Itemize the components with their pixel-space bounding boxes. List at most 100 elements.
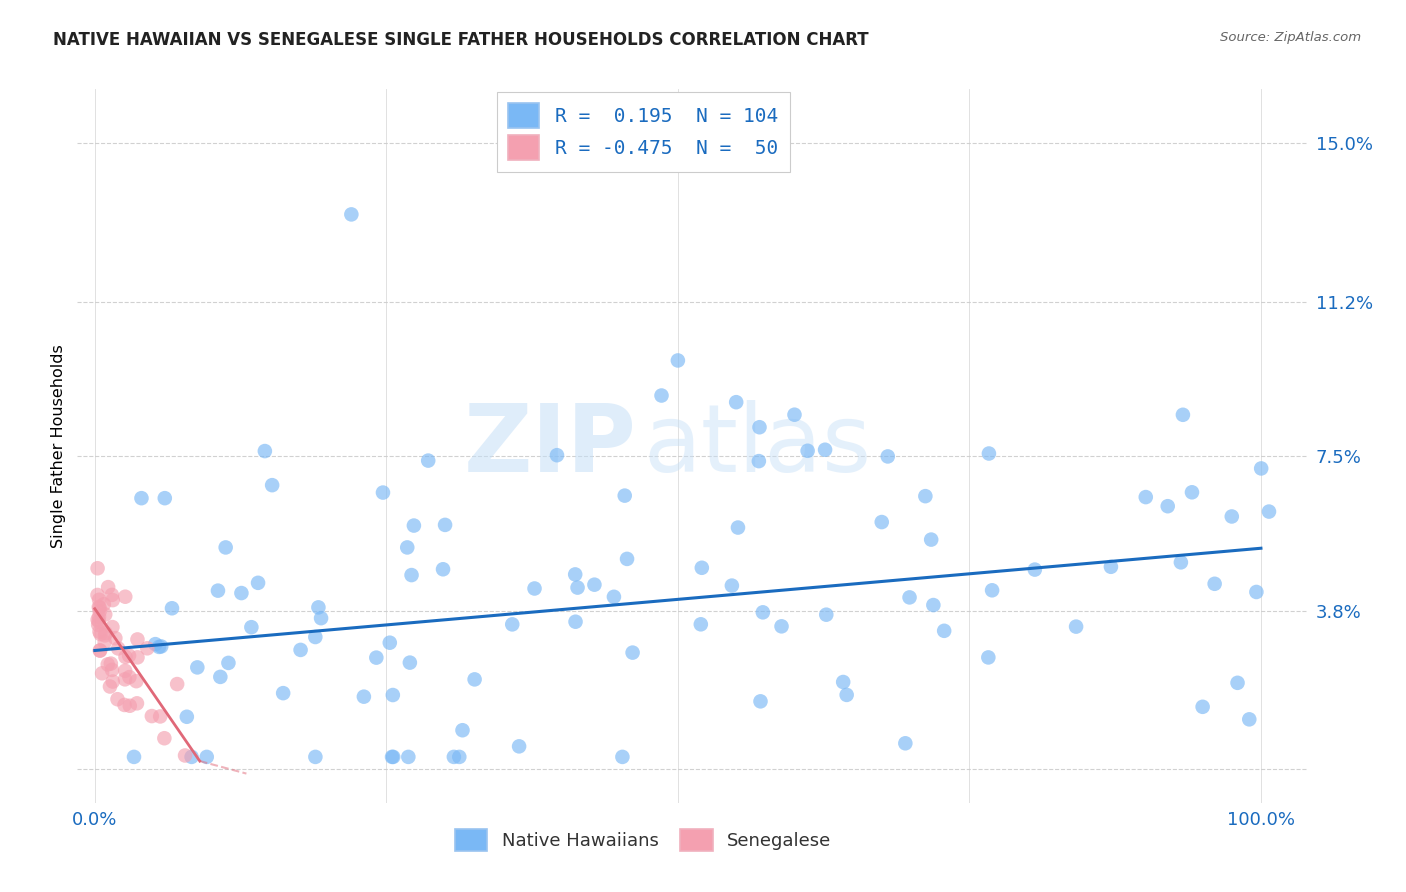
Point — [93, 597, 115, 611]
Point — [546, 448, 568, 462]
Point — [262, 478, 284, 492]
Point — [616, 552, 638, 566]
Point — [304, 630, 326, 644]
Point — [89, 627, 111, 641]
Point — [114, 673, 136, 687]
Point — [153, 491, 176, 505]
Point — [603, 590, 626, 604]
Point — [125, 696, 148, 710]
Point — [127, 650, 149, 665]
Point — [176, 710, 198, 724]
Point — [180, 750, 202, 764]
Point — [914, 489, 936, 503]
Point — [1157, 499, 1180, 513]
Point — [195, 750, 218, 764]
Point — [464, 673, 486, 687]
Point — [1181, 485, 1204, 500]
Point — [1226, 675, 1249, 690]
Point — [501, 617, 523, 632]
Point — [564, 567, 586, 582]
Point — [131, 491, 153, 505]
Point — [725, 395, 748, 409]
Point — [107, 641, 129, 656]
Point — [612, 750, 634, 764]
Point — [87, 609, 110, 624]
Point — [1191, 699, 1213, 714]
Point — [721, 579, 744, 593]
Point — [215, 541, 238, 555]
Point — [101, 663, 124, 677]
Point — [981, 583, 1004, 598]
Point — [832, 675, 855, 690]
Point — [86, 613, 108, 627]
Point — [396, 750, 419, 764]
Point — [186, 660, 208, 674]
Point — [752, 605, 775, 619]
Point — [378, 636, 401, 650]
Y-axis label: Single Father Households: Single Father Households — [51, 344, 66, 548]
Point — [97, 657, 120, 672]
Point — [1064, 619, 1087, 633]
Point — [402, 518, 425, 533]
Point — [290, 643, 312, 657]
Point — [567, 581, 589, 595]
Point — [564, 615, 586, 629]
Point — [898, 591, 921, 605]
Point — [149, 709, 172, 723]
Point — [97, 580, 120, 594]
Point — [209, 670, 232, 684]
Point — [166, 677, 188, 691]
Point — [366, 650, 388, 665]
Point — [304, 750, 326, 764]
Point — [434, 517, 457, 532]
Point — [217, 656, 239, 670]
Point — [1258, 505, 1281, 519]
Point — [1246, 585, 1268, 599]
Point — [1135, 490, 1157, 504]
Point — [922, 598, 945, 612]
Point — [340, 207, 363, 221]
Point — [1099, 559, 1122, 574]
Point — [770, 619, 793, 633]
Point — [432, 562, 454, 576]
Point — [141, 709, 163, 723]
Point — [207, 583, 229, 598]
Point — [1220, 509, 1243, 524]
Point — [451, 723, 474, 738]
Point — [89, 600, 111, 615]
Point — [93, 635, 115, 649]
Point — [231, 586, 253, 600]
Point — [86, 588, 108, 602]
Point — [814, 442, 837, 457]
Point — [122, 750, 145, 764]
Point — [783, 408, 806, 422]
Point — [87, 615, 110, 629]
Point — [689, 617, 711, 632]
Point — [1170, 555, 1192, 569]
Point — [934, 624, 956, 638]
Point — [136, 641, 159, 656]
Point — [89, 643, 111, 657]
Point — [1204, 576, 1226, 591]
Point — [101, 593, 124, 607]
Point — [125, 674, 148, 689]
Point — [1250, 461, 1272, 475]
Point — [89, 604, 111, 618]
Point — [307, 600, 329, 615]
Point — [977, 446, 1000, 460]
Point — [94, 607, 117, 622]
Point — [118, 698, 141, 713]
Point — [94, 626, 117, 640]
Point — [107, 692, 129, 706]
Point — [894, 736, 917, 750]
Point — [353, 690, 375, 704]
Point — [253, 444, 276, 458]
Point — [690, 561, 713, 575]
Point — [271, 686, 294, 700]
Point — [309, 611, 332, 625]
Legend: Native Hawaiians, Senegalese: Native Hawaiians, Senegalese — [447, 822, 839, 858]
Point — [94, 628, 117, 642]
Point — [127, 632, 149, 647]
Point — [145, 637, 167, 651]
Point — [150, 640, 173, 654]
